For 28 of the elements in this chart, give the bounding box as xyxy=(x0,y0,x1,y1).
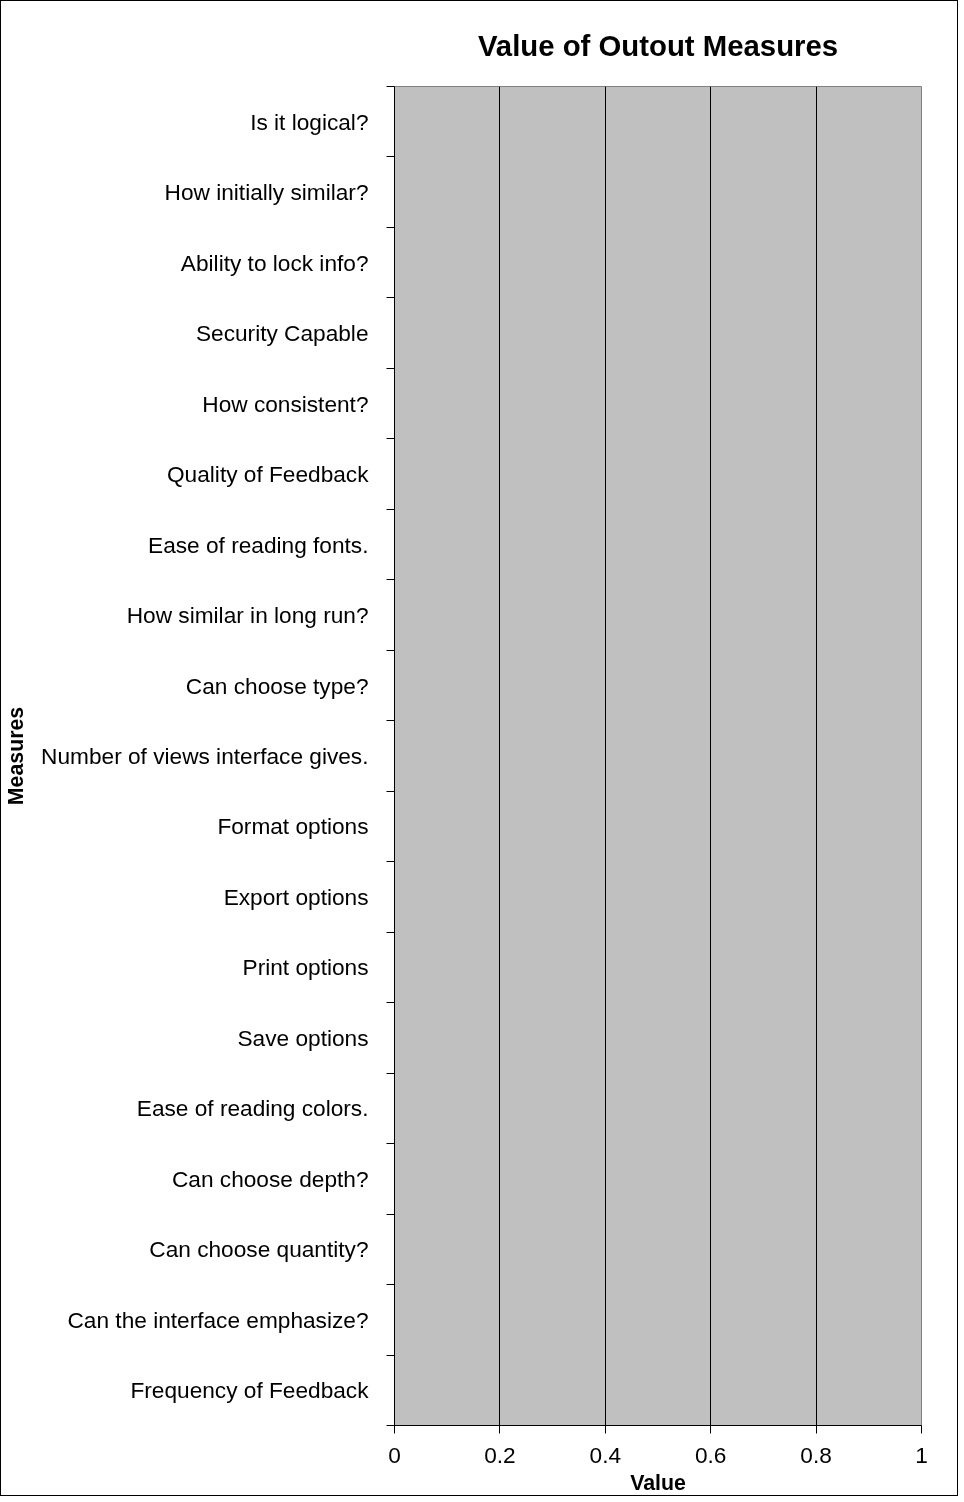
y-tick-label: How consistent? xyxy=(202,390,369,417)
y-tick-label: How initially similar? xyxy=(164,179,369,206)
y-tick-label: Quality of Feedback xyxy=(167,461,370,488)
y-tick-label: Ability to lock info? xyxy=(180,249,369,276)
y-tick-label: Ease of reading fonts. xyxy=(148,531,369,558)
y-tick-label: Ease of reading colors. xyxy=(136,1095,369,1122)
x-tick-label: 0 xyxy=(388,1441,401,1468)
y-tick-label: Is it logical? xyxy=(250,108,369,135)
x-tick-label: 0.6 xyxy=(694,1441,727,1468)
y-tick-label: Save options xyxy=(237,1024,369,1051)
y-axis-title: Measures xyxy=(4,706,29,806)
y-tick-label: Can choose type? xyxy=(185,672,369,699)
x-tick-label: 0.2 xyxy=(484,1441,516,1468)
x-tick-label: 1 xyxy=(915,1441,928,1468)
y-tick-label: Can choose quantity? xyxy=(149,1236,369,1263)
y-tick-label: Print options xyxy=(242,954,369,981)
y-tick-label: Can choose depth? xyxy=(171,1165,369,1192)
x-axis-title: Value xyxy=(630,1470,686,1495)
y-tick-label: Format options xyxy=(217,813,369,840)
y-tick-label: Frequency of Feedback xyxy=(130,1377,370,1404)
chart-title: Value of Outout Measures xyxy=(477,28,839,62)
x-tick-label: 0.4 xyxy=(589,1441,622,1468)
y-tick-label: Can the interface emphasize? xyxy=(67,1306,369,1333)
x-tick-label: 0.8 xyxy=(800,1441,832,1468)
y-tick-label: Export options xyxy=(223,883,369,910)
y-tick-label: How similar in long run? xyxy=(126,602,369,629)
y-tick-label: Number of views interface gives. xyxy=(41,743,369,769)
y-tick-label: Security Capable xyxy=(195,320,369,347)
